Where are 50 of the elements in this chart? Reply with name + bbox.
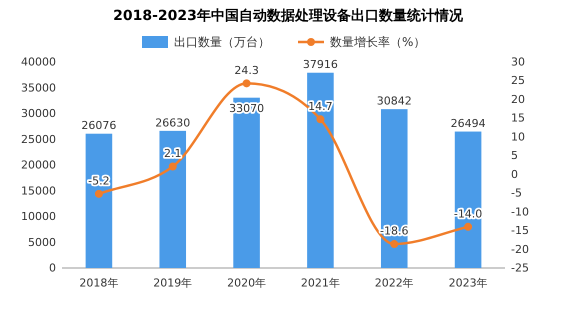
x-tick-label: 2021年 <box>300 276 340 290</box>
data-label: 26630 <box>155 116 190 130</box>
y-tick-label: 40000 <box>21 56 56 68</box>
y2-tick-label: 10 <box>511 130 525 144</box>
chart-title: 2018-2023年中国自动数据处理设备出口数量统计情况 <box>113 7 464 24</box>
y2-tick-label: 0 <box>511 168 518 181</box>
x-tick-label: 2022年 <box>374 276 414 290</box>
y2-tick-label: 15 <box>511 112 525 125</box>
y-tick-label: 30000 <box>21 107 56 120</box>
bar <box>159 130 186 268</box>
y2-tick-label: 5 <box>511 149 518 162</box>
y2-tick-label: 30 <box>511 56 525 68</box>
point <box>168 162 177 170</box>
data-label: 37916 <box>302 58 338 72</box>
bar <box>86 134 112 268</box>
legend-label: 数量增长率（%） <box>330 35 426 49</box>
data-label: -5.2 <box>88 174 110 188</box>
y-tick-label: 15000 <box>21 184 56 198</box>
data-label: 26494 <box>450 117 486 130</box>
y-tick-label: 10000 <box>21 210 56 223</box>
legend-label: 出口数量（万台） <box>174 35 270 49</box>
point <box>390 240 398 248</box>
point <box>94 190 103 198</box>
y2-tick-label: 20 <box>511 92 525 106</box>
data-label: 14.7 <box>308 100 333 113</box>
y2-tick-label: -15 <box>511 224 529 238</box>
y2-tick-label: 25 <box>511 74 525 88</box>
x-tick-label: 2023年 <box>448 276 488 290</box>
x-tick-label: 2019年 <box>153 276 192 290</box>
y-tick-label: 0 <box>49 262 56 274</box>
y-tick-label: 5000 <box>28 236 56 249</box>
y-tick-label: 25000 <box>21 132 56 146</box>
y-tick-label: 35000 <box>21 81 56 94</box>
data-label: 24.3 <box>234 64 259 77</box>
bar <box>307 72 334 268</box>
bar <box>380 109 408 268</box>
point <box>316 115 324 124</box>
point <box>242 79 251 88</box>
y2-tick-label: -10 <box>511 205 529 218</box>
data-label: 30842 <box>376 94 412 108</box>
data-label: 2.1 <box>164 147 182 160</box>
bar <box>454 132 482 268</box>
x-tick-label: 2020年 <box>227 276 266 290</box>
y-tick-label: 20000 <box>21 158 56 172</box>
y2-tick-label: -5 <box>511 186 522 200</box>
y2-tick-label: -20 <box>511 242 529 256</box>
point <box>464 222 472 231</box>
y2-tick-label: -25 <box>511 262 529 274</box>
x-tick-label: 2018年 <box>79 276 118 290</box>
data-label: 26076 <box>81 119 116 132</box>
